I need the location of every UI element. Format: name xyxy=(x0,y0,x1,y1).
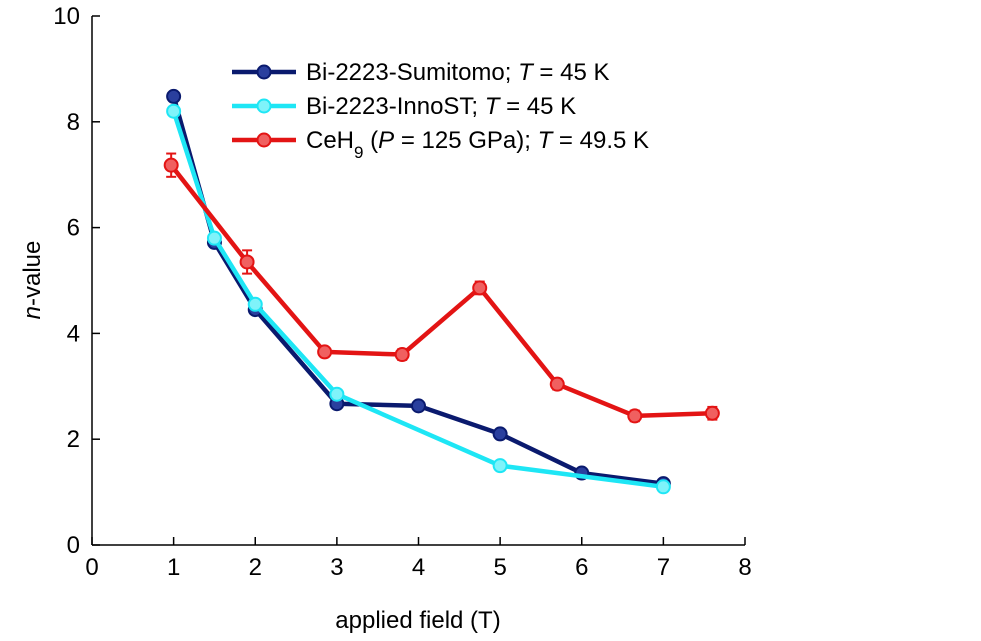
legend-label-part: CeH xyxy=(306,127,354,154)
data-point xyxy=(627,408,643,424)
y-axis-title: n-value xyxy=(19,241,46,320)
legend-label-part: = 45 K xyxy=(533,59,610,86)
x-tick-label: 8 xyxy=(738,554,751,581)
legend-label-italic: T xyxy=(538,127,555,154)
legend-swatch-marker xyxy=(256,64,272,80)
data-point xyxy=(329,386,345,402)
data-point xyxy=(166,88,182,104)
data-point xyxy=(472,280,488,296)
legend-entry: CeH9 (P = 125 GPa); T = 49.5 K xyxy=(232,127,649,162)
y-axis-title-rest: -value xyxy=(19,241,46,306)
x-tick-label: 4 xyxy=(412,554,425,581)
series-3 xyxy=(163,152,720,424)
data-point xyxy=(317,344,333,360)
y-tick-label: 10 xyxy=(53,3,80,30)
data-point xyxy=(492,458,508,474)
legend-label-italic: T xyxy=(518,59,535,86)
series-2 xyxy=(166,103,671,495)
legend-swatch-marker xyxy=(256,132,272,148)
legend-label: Bi-2223-Sumitomo; T = 45 K xyxy=(306,59,610,86)
series-line xyxy=(171,108,666,490)
legend-label-part: = 45 K xyxy=(499,93,576,120)
legend-label-italic: T xyxy=(485,93,502,120)
legend-label-italic: P xyxy=(378,127,394,154)
data-point xyxy=(239,254,255,270)
data-point xyxy=(206,230,222,246)
x-tick-label: 3 xyxy=(330,554,343,581)
legend-entry: Bi-2223-InnoST; T = 45 K xyxy=(232,93,576,120)
legend-label: CeH9 (P = 125 GPa); T = 49.5 K xyxy=(306,127,649,162)
x-tick-label: 7 xyxy=(657,554,670,581)
data-point xyxy=(549,376,565,392)
legend-entry: Bi-2223-Sumitomo; T = 45 K xyxy=(232,59,610,86)
legend: Bi-2223-Sumitomo; T = 45 KBi-2223-InnoST… xyxy=(232,59,649,162)
legend-label-part: = 125 GPa); xyxy=(394,127,537,154)
series-layer xyxy=(163,88,720,495)
data-point xyxy=(492,426,508,442)
y-tick-label: 2 xyxy=(67,426,80,453)
data-point xyxy=(411,398,426,414)
data-point xyxy=(163,157,179,173)
x-tick-label: 0 xyxy=(85,554,98,581)
legend-label-subscript: 9 xyxy=(354,143,363,162)
data-point xyxy=(247,296,263,312)
y-tick-label: 8 xyxy=(67,109,80,136)
y-axis-title-italic: n xyxy=(19,306,46,319)
data-point xyxy=(704,405,720,421)
legend-label-part: ( xyxy=(363,127,378,154)
x-tick-label: 6 xyxy=(575,554,588,581)
series-line xyxy=(171,94,666,486)
legend-label: Bi-2223-InnoST; T = 45 K xyxy=(306,93,576,120)
legend-label-part: = 49.5 K xyxy=(552,127,649,154)
data-point xyxy=(655,479,671,495)
legend-label-part: Bi-2223-InnoST; xyxy=(306,93,485,120)
y-tick-label: 6 xyxy=(67,215,80,242)
x-axis-title: applied field (T) xyxy=(335,607,500,634)
y-tick-label: 4 xyxy=(67,320,80,347)
x-tick-label: 5 xyxy=(493,554,506,581)
legend-swatch-marker xyxy=(256,98,272,114)
series-line xyxy=(168,162,715,419)
legend-label-part: Bi-2223-Sumitomo; xyxy=(306,59,518,86)
axes: 0 1 2 3 4 5 6 7 8 0 2 4 6 8 10 xyxy=(53,3,751,581)
data-point xyxy=(166,103,182,119)
x-tick-label: 1 xyxy=(167,554,180,581)
data-point xyxy=(394,347,410,363)
y-tick-label: 0 xyxy=(67,532,80,559)
x-tick-label: 2 xyxy=(249,554,262,581)
